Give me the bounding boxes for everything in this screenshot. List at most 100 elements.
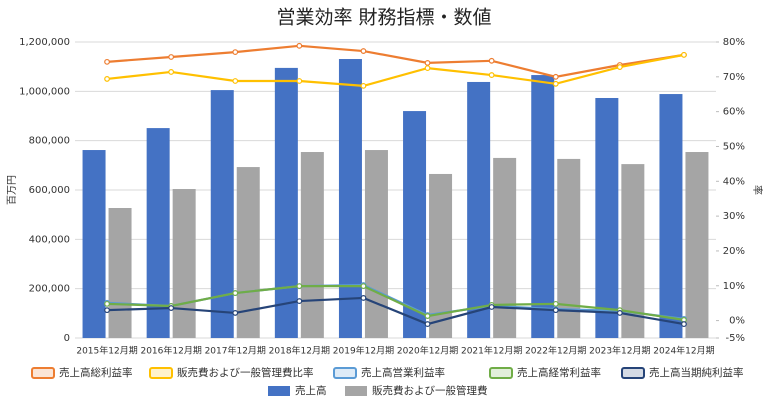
x-tick-label: 2017年12月期 <box>205 345 266 357</box>
y2-tick-label: 60% <box>723 107 745 118</box>
y-tick-label: 1,000,000 <box>19 86 70 97</box>
marker <box>232 49 239 55</box>
marker <box>552 73 559 80</box>
marker <box>488 304 495 310</box>
marker <box>681 51 687 58</box>
bar <box>595 97 619 338</box>
marker <box>552 300 559 307</box>
y2-tick-label: 70% <box>723 72 745 83</box>
bar <box>429 173 453 338</box>
y2-tick-label: 40% <box>723 176 745 187</box>
legend-label: 売上高経常利益率 <box>517 366 601 379</box>
y2-tick-label: -5% <box>726 333 745 344</box>
y-tick-label: 200,000 <box>29 284 70 295</box>
y2-tick-label: 80% <box>723 37 745 48</box>
y2-tick-label: 10% <box>723 281 745 292</box>
x-tick-label: 2024年12月期 <box>653 345 714 357</box>
legend-swatch <box>621 367 645 379</box>
x-tick-label: 2016年12月期 <box>140 345 201 357</box>
marker <box>168 54 175 60</box>
marker <box>616 310 623 316</box>
line <box>106 44 685 78</box>
legend-label: 販売費および一般管理費 <box>372 384 488 397</box>
legend-swatch <box>31 367 55 379</box>
marker <box>552 80 559 87</box>
y-axis-label: 百万円 <box>6 175 18 205</box>
marker <box>424 313 431 319</box>
bar <box>659 94 683 339</box>
bar <box>210 90 234 338</box>
marker <box>552 307 559 314</box>
y2-tick-label: 50% <box>723 141 745 152</box>
chart-title: 営業効率 財務指標・数値 <box>276 7 491 29</box>
bar <box>236 167 260 338</box>
marker <box>681 321 687 327</box>
y-tick-label: 800,000 <box>29 136 70 147</box>
legend-label: 売上高当期純利益率 <box>649 366 744 379</box>
legend-swatch <box>268 386 290 396</box>
legend-swatch <box>345 386 367 396</box>
y2-axis-label: 率 <box>751 185 764 195</box>
legend-swatch <box>333 367 357 379</box>
marker <box>296 283 303 290</box>
legend-label: 売上高 <box>295 384 327 397</box>
marker <box>424 59 431 66</box>
legend-label: 販売費および一般管理費比率 <box>177 366 314 379</box>
marker <box>104 76 110 82</box>
bar <box>557 158 581 338</box>
x-tick-label: 2018年12月期 <box>269 345 330 357</box>
line <box>107 296 685 326</box>
marker <box>424 65 431 72</box>
marker <box>296 298 303 304</box>
bar <box>338 59 362 339</box>
y-tick-label: 600,000 <box>29 185 70 196</box>
legend-swatch <box>149 367 173 379</box>
bar <box>403 111 427 338</box>
bar <box>300 152 324 338</box>
x-tick-label: 2020年12月期 <box>397 345 458 357</box>
bar <box>364 150 388 338</box>
bar <box>82 150 106 338</box>
y2-tick-label: 20% <box>723 246 745 257</box>
legend-label: 売上高総利益率 <box>59 366 133 379</box>
y2-tick-label: 0% <box>729 316 745 327</box>
line <box>107 285 685 321</box>
marker <box>104 58 110 65</box>
marker <box>488 72 495 78</box>
x-tick-label: 2023年12月期 <box>589 345 650 357</box>
line <box>106 53 685 87</box>
marker <box>360 48 367 54</box>
y2-tick-label: 30% <box>723 211 745 222</box>
marker <box>296 78 303 84</box>
x-tick-label: 2021年12月期 <box>461 345 522 357</box>
legend-swatch <box>489 367 513 379</box>
bar <box>467 81 491 339</box>
bar <box>493 157 517 338</box>
marker <box>488 57 495 64</box>
marker <box>232 78 239 84</box>
x-tick-label: 2015年12月期 <box>76 345 137 357</box>
bar <box>274 67 298 339</box>
marker <box>360 283 367 290</box>
marker <box>360 295 367 301</box>
bar <box>685 152 709 338</box>
marker <box>168 305 175 311</box>
bar <box>172 189 196 338</box>
y-tick-label: 400,000 <box>29 234 70 245</box>
bar <box>621 164 645 338</box>
marker <box>232 310 239 316</box>
x-tick-label: 2022年12月期 <box>525 345 586 357</box>
legend-label: 売上高営業利益率 <box>361 366 445 379</box>
x-tick-label: 2019年12月期 <box>333 345 394 357</box>
marker <box>296 42 303 49</box>
marker <box>424 321 431 327</box>
marker <box>616 64 623 70</box>
bar <box>531 75 555 338</box>
marker <box>232 290 239 296</box>
bar <box>108 208 132 338</box>
marker <box>104 300 110 307</box>
bar <box>146 128 170 338</box>
y-tick-label: 0 <box>64 333 70 344</box>
y-tick-label: 1,200,000 <box>19 37 70 48</box>
